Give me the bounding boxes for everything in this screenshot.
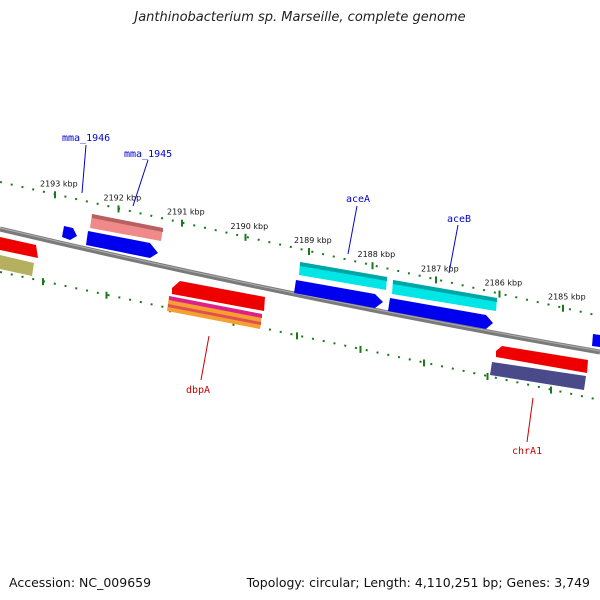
leader-aceB	[448, 224, 459, 274]
gene-label-aceB: aceB	[447, 214, 471, 225]
cds-arrow-aceB[interactable]	[388, 298, 493, 329]
scale-tick-label: 2185 kbp	[548, 293, 586, 302]
genome-backbone	[0, 226, 600, 355]
gene-label-aceA: aceA	[346, 194, 370, 205]
scale-tick-label: 2192 kbp	[104, 193, 142, 202]
leader-mma1946	[81, 144, 87, 194]
genome-backbone-highlight	[0, 227, 600, 352]
cds-feature-chrA1[interactable]	[490, 362, 586, 390]
leader-mma1945	[132, 159, 149, 207]
cds-arrow-dbpA[interactable]	[172, 281, 265, 311]
leader-aceA	[347, 205, 358, 255]
leader-chrA1	[526, 397, 534, 443]
cds-arrow-small[interactable]	[62, 226, 77, 240]
cds-feature-aceB-shade	[393, 280, 497, 302]
cds-feature-mma1946-shade	[92, 214, 163, 232]
scale-tick-label: 2193 kbp	[40, 179, 78, 188]
cds-feature-aceA-shade	[300, 262, 387, 281]
accession-text: Accession: NC_009659	[9, 575, 152, 590]
scale-tick-label: 2188 kbp	[358, 250, 396, 259]
scale-ticks: 2193 kbp 2192 kbp 2191 kbp 2190 kbp 2189 kbp…	[40, 179, 586, 394]
map-title: Janthinobacterium sp. Marseille, complet…	[134, 10, 466, 25]
cds-feature-left-olive[interactable]	[0, 255, 34, 276]
cds-feature-dbpA-multicolor[interactable]	[167, 296, 262, 329]
gene-label-mma1946: mma_1946	[62, 133, 110, 144]
cds-feature-dbpA-stripe-red	[168, 304, 261, 325]
cds-feature-left-red[interactable]	[0, 237, 38, 258]
genome-summary-text: Topology: circular; Length: 4,110,251 bp…	[246, 575, 590, 590]
scale-tick-label: 2190 kbp	[231, 222, 269, 231]
scale-tick-label: 2186 kbp	[485, 279, 523, 288]
cds-feature-right-edge[interactable]	[592, 334, 600, 347]
scale-tick-label: 2191 kbp	[167, 208, 205, 217]
scale-tick-label: 2187 kbp	[421, 264, 459, 273]
cds-arrow-aceA[interactable]	[294, 280, 383, 308]
gene-label-chrA1: chrA1	[512, 446, 542, 457]
cds-arrow-chrA1[interactable]	[496, 346, 588, 373]
scale-tick-label: 2189 kbp	[294, 236, 332, 245]
cds-arrow-mma1945[interactable]	[86, 231, 158, 258]
cds-feature-dbpA-stripe-magenta	[169, 296, 262, 318]
gene-label-dbpA: dbpA	[186, 385, 210, 396]
leader-dbpA	[200, 335, 210, 381]
gene-label-mma1945: mma_1945	[124, 149, 172, 160]
